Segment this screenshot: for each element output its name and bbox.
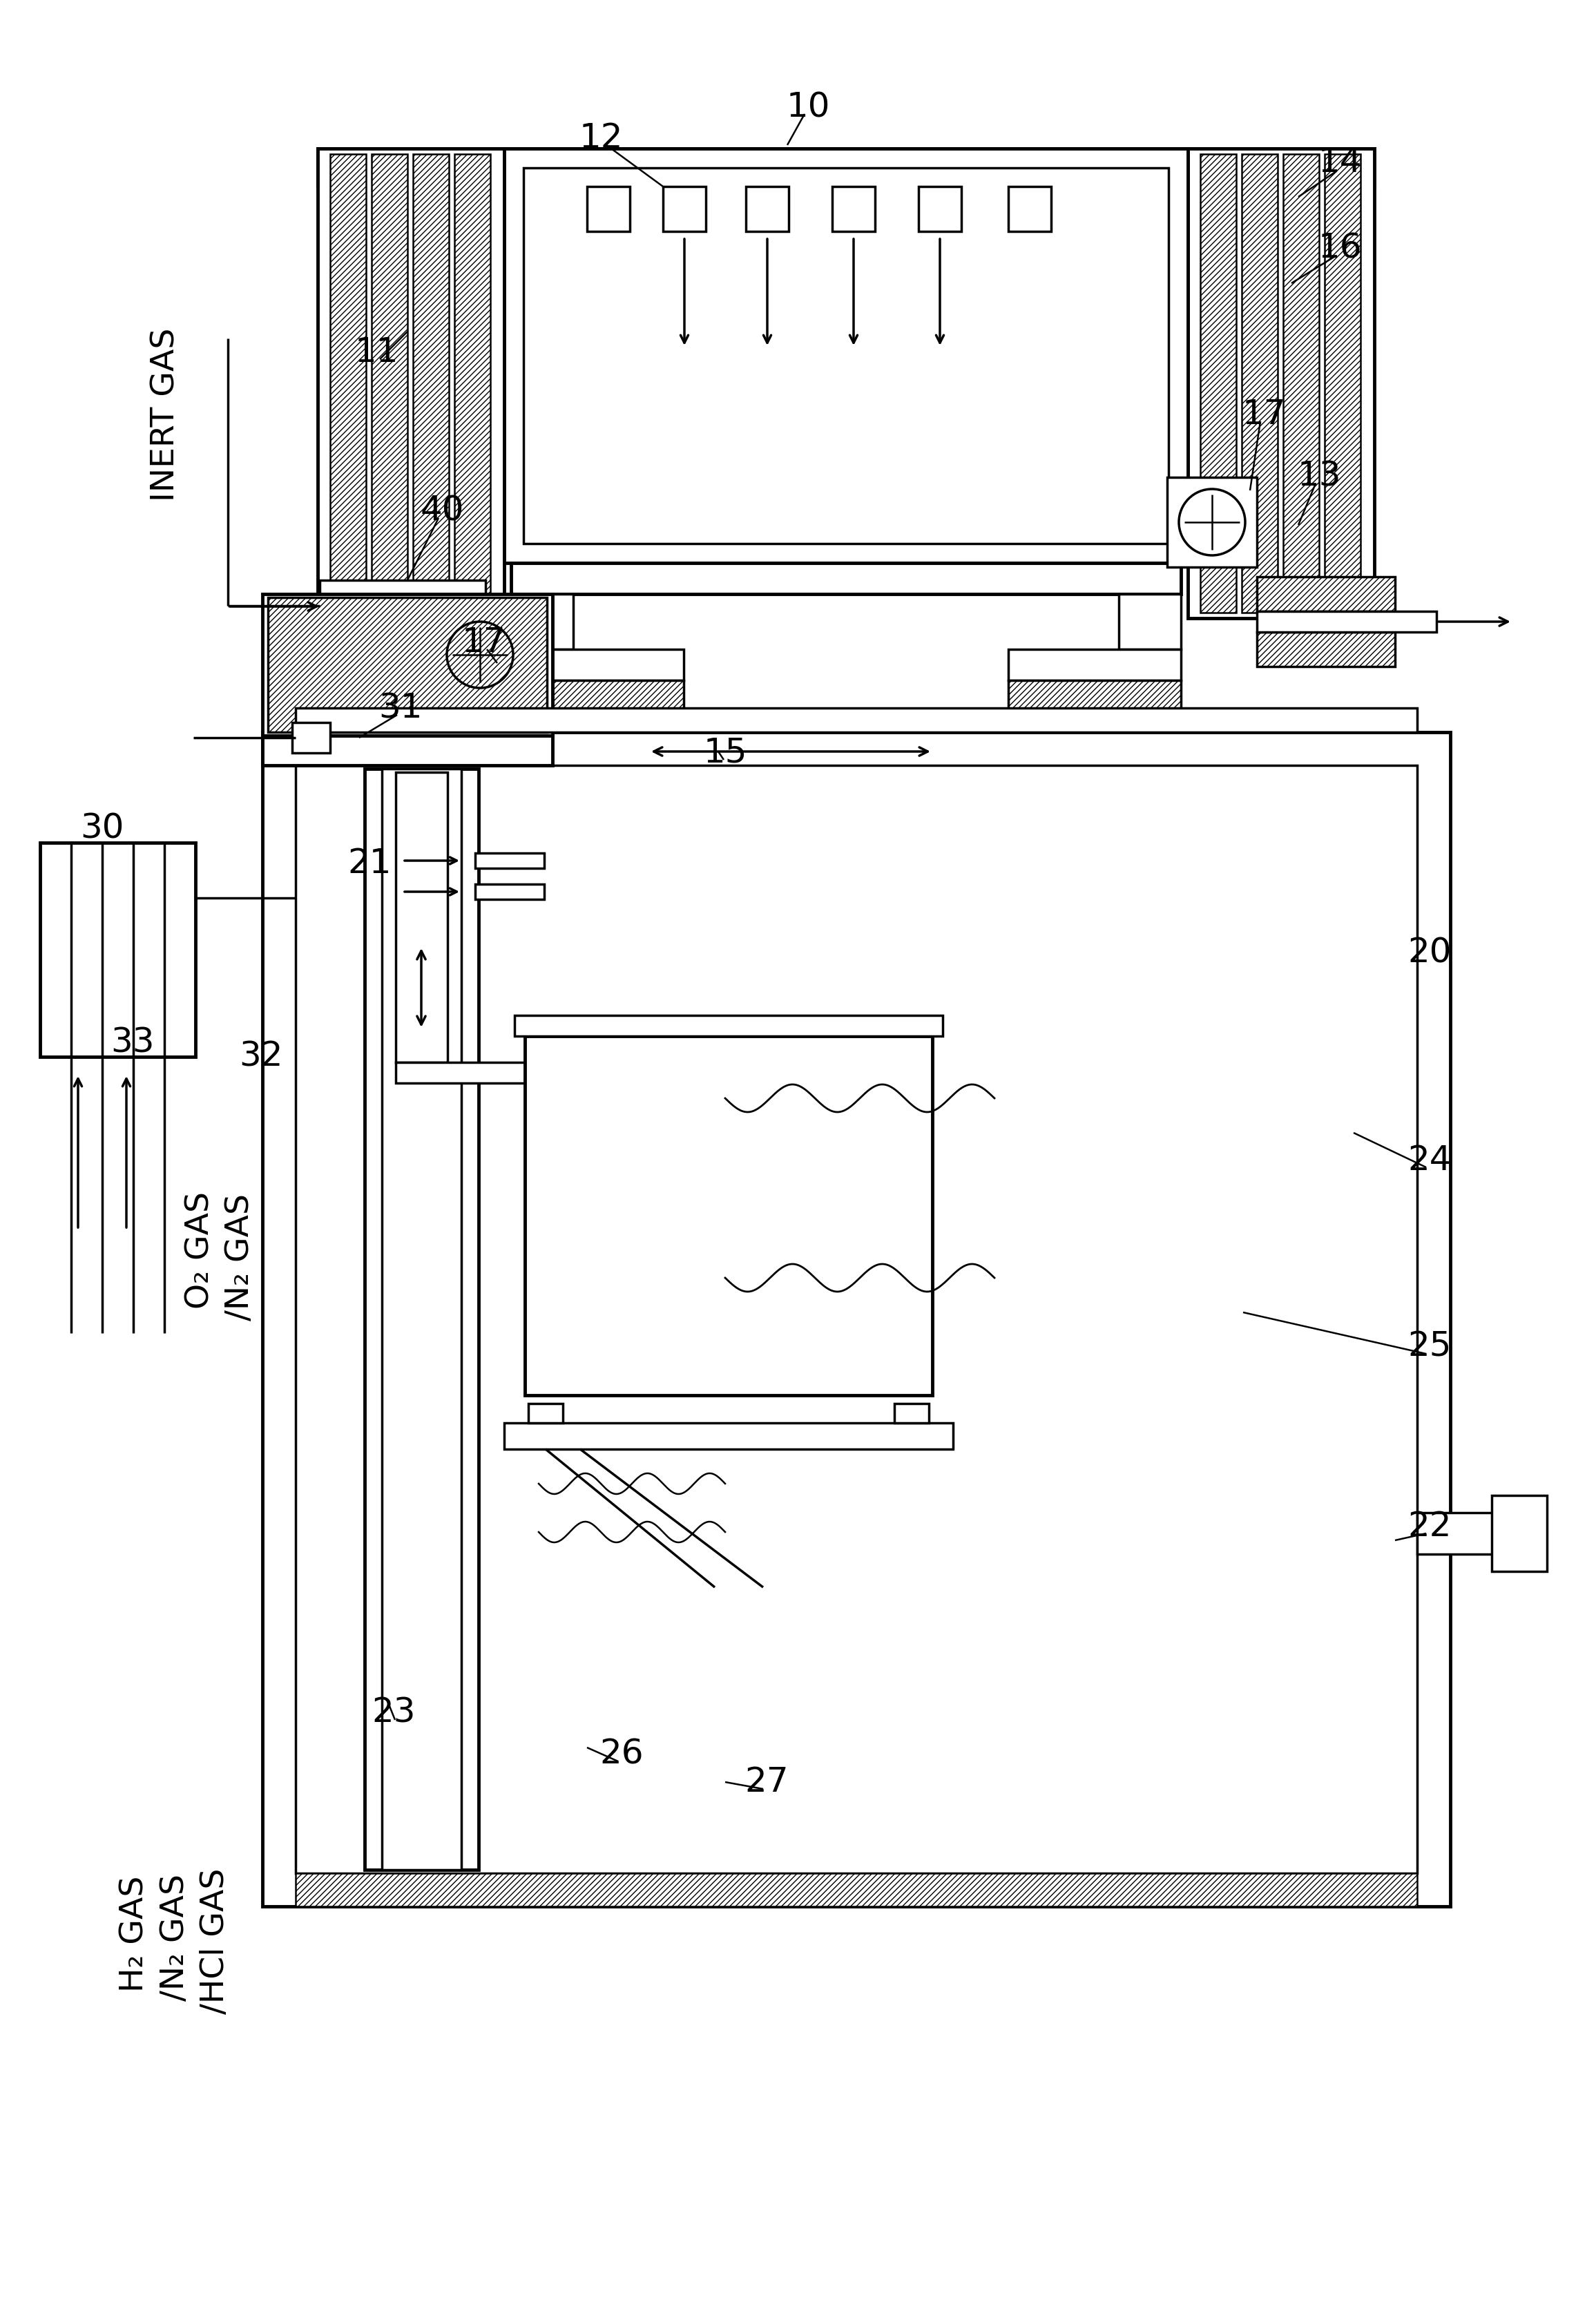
Bar <box>894 1403 929 1423</box>
Bar <box>372 155 407 614</box>
Text: 33: 33 <box>110 1027 155 1059</box>
Text: 11: 11 <box>354 337 399 369</box>
Text: 24: 24 <box>1408 1144 1451 1177</box>
Text: 14: 14 <box>1318 145 1361 180</box>
Bar <box>1200 155 1237 614</box>
Bar <box>1187 148 1374 618</box>
Bar <box>262 731 1451 1906</box>
Bar <box>514 1015 943 1036</box>
Bar <box>1009 648 1181 681</box>
Bar <box>1009 187 1052 231</box>
Bar <box>745 187 788 231</box>
Bar <box>40 842 195 1057</box>
Bar <box>381 768 461 1869</box>
Bar <box>511 593 573 648</box>
Text: H₂ GAS: H₂ GAS <box>120 1876 150 1993</box>
Bar <box>318 148 504 618</box>
Text: O₂ GAS: O₂ GAS <box>185 1190 215 1308</box>
Bar <box>1258 632 1395 667</box>
Bar <box>396 1061 658 1082</box>
Text: 10: 10 <box>787 90 830 125</box>
Bar <box>511 681 683 717</box>
Bar <box>919 187 961 231</box>
Text: INERT GAS: INERT GAS <box>150 328 182 501</box>
Bar <box>511 648 683 681</box>
Text: /N₂ GAS: /N₂ GAS <box>160 1873 190 2000</box>
Text: 20: 20 <box>1408 937 1451 969</box>
Bar <box>523 168 1168 544</box>
Text: 22: 22 <box>1408 1509 1451 1543</box>
Text: 30: 30 <box>80 812 124 844</box>
Bar <box>1325 155 1360 614</box>
Bar <box>1009 681 1181 717</box>
Text: 12: 12 <box>579 122 622 155</box>
Text: 13: 13 <box>1298 459 1341 494</box>
Bar <box>319 579 485 607</box>
Bar <box>262 593 552 736</box>
Bar <box>525 1036 932 1396</box>
Text: 16: 16 <box>1318 233 1361 265</box>
Bar <box>587 187 630 231</box>
Text: /HCl GAS: /HCl GAS <box>200 1869 231 2014</box>
Text: /N₂ GAS: /N₂ GAS <box>225 1193 255 1320</box>
Text: 21: 21 <box>348 847 391 879</box>
Bar <box>528 1403 563 1423</box>
Bar <box>295 766 1417 1873</box>
Bar <box>268 598 547 731</box>
Text: 27: 27 <box>745 1765 788 1799</box>
Bar <box>295 708 1417 731</box>
Bar <box>330 155 365 614</box>
Bar <box>1167 478 1258 568</box>
Bar <box>476 884 544 900</box>
Bar <box>476 854 544 867</box>
Text: 17: 17 <box>1242 397 1286 431</box>
Bar <box>504 1423 953 1449</box>
Bar <box>318 148 1374 187</box>
Bar <box>1417 1513 1534 1555</box>
Text: 25: 25 <box>1408 1331 1451 1363</box>
Text: 15: 15 <box>704 736 747 771</box>
Bar <box>1258 577 1395 611</box>
Bar <box>832 187 875 231</box>
Text: 23: 23 <box>372 1696 415 1730</box>
Text: 26: 26 <box>600 1737 643 1772</box>
Bar <box>511 563 1181 593</box>
Bar <box>295 1873 1417 1906</box>
Bar <box>662 187 705 231</box>
Bar <box>504 148 1187 563</box>
Bar <box>455 155 490 614</box>
Bar <box>436 609 525 699</box>
Bar <box>1119 593 1181 648</box>
Bar <box>292 722 330 752</box>
Bar <box>364 768 479 1869</box>
Bar <box>1258 611 1436 632</box>
Text: 40: 40 <box>420 494 464 528</box>
Bar <box>1492 1495 1547 1571</box>
Text: 31: 31 <box>378 692 423 724</box>
Bar <box>396 773 447 1061</box>
Bar <box>413 155 448 614</box>
Bar <box>319 607 485 634</box>
Bar <box>262 731 552 766</box>
Text: 17: 17 <box>461 625 506 660</box>
Bar <box>1283 155 1318 614</box>
Text: 32: 32 <box>239 1040 282 1073</box>
Bar <box>1242 155 1278 614</box>
